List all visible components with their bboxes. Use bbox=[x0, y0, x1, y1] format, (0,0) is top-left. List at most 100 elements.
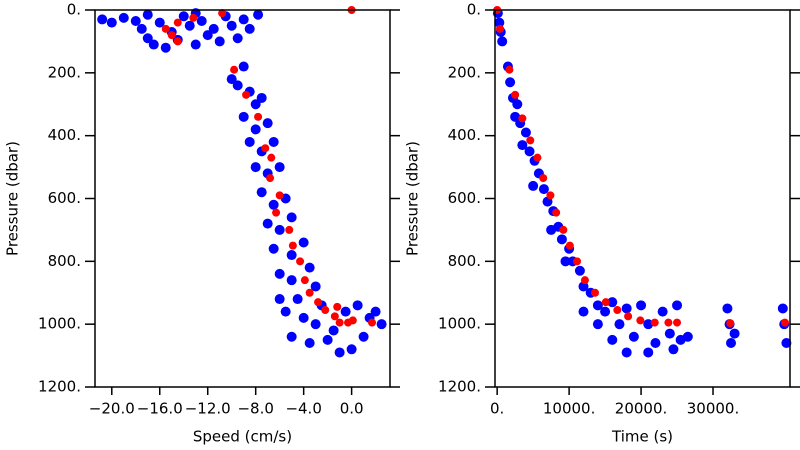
point bbox=[321, 306, 330, 315]
point bbox=[148, 39, 159, 50]
point bbox=[621, 347, 632, 358]
point bbox=[613, 306, 622, 315]
panel: 0. 200. 400. 600. 800. 1000. 1200. −20.0 −16.0 −1… bbox=[4, 1, 400, 446]
point bbox=[267, 153, 276, 162]
point bbox=[214, 36, 225, 47]
point bbox=[552, 208, 561, 217]
point bbox=[266, 174, 275, 183]
point bbox=[565, 241, 574, 250]
point bbox=[729, 328, 740, 339]
point bbox=[346, 344, 357, 355]
point bbox=[300, 276, 309, 285]
point bbox=[539, 174, 548, 183]
point bbox=[268, 199, 279, 210]
point bbox=[580, 276, 589, 285]
point bbox=[636, 316, 645, 325]
y-tick-label: 600. bbox=[48, 189, 81, 207]
y-tick-label: 1000. bbox=[438, 315, 481, 333]
panel: 0. 200. 400. 600. 800. 1000. 1200. 0. 10000. 2000… bbox=[404, 1, 800, 446]
x-tick-label: 20000. bbox=[615, 400, 668, 418]
plot-area bbox=[492, 6, 792, 358]
point bbox=[780, 318, 789, 327]
point bbox=[664, 328, 675, 339]
y-tick-label: 600. bbox=[448, 189, 481, 207]
point bbox=[261, 144, 270, 153]
point bbox=[650, 318, 659, 327]
point bbox=[226, 74, 237, 85]
point bbox=[636, 300, 647, 311]
point bbox=[288, 241, 297, 250]
y-tick-label: 1200. bbox=[438, 378, 481, 396]
point bbox=[136, 23, 147, 34]
point bbox=[230, 65, 239, 74]
point bbox=[226, 20, 237, 31]
y-axis-label: Pressure (dbar) bbox=[404, 141, 422, 256]
point bbox=[650, 338, 661, 349]
x-tick-label: −16.0 bbox=[137, 400, 183, 418]
point bbox=[268, 243, 279, 254]
point bbox=[208, 23, 219, 34]
point bbox=[368, 318, 377, 327]
point bbox=[600, 306, 611, 317]
point bbox=[614, 319, 625, 330]
point bbox=[274, 294, 285, 305]
point bbox=[244, 23, 255, 34]
point bbox=[330, 312, 339, 321]
point bbox=[298, 312, 309, 323]
point bbox=[286, 275, 297, 286]
point bbox=[524, 146, 535, 157]
point bbox=[643, 347, 654, 358]
point bbox=[518, 114, 527, 123]
point bbox=[280, 306, 291, 317]
point bbox=[274, 162, 285, 173]
x-tick-label: 10000. bbox=[543, 400, 596, 418]
point bbox=[559, 225, 568, 234]
point bbox=[546, 191, 555, 200]
point bbox=[106, 17, 117, 28]
y-tick-label: 200. bbox=[448, 63, 481, 81]
point bbox=[348, 316, 357, 325]
point bbox=[238, 14, 249, 25]
point bbox=[250, 162, 261, 173]
plot-frame bbox=[494, 9, 791, 388]
point bbox=[505, 65, 514, 74]
point bbox=[592, 319, 603, 330]
point bbox=[256, 187, 267, 198]
point bbox=[286, 212, 297, 223]
x-axis-label: Speed (cm/s) bbox=[193, 428, 292, 446]
point bbox=[272, 208, 281, 217]
point bbox=[560, 256, 571, 267]
point bbox=[781, 338, 792, 349]
point bbox=[322, 334, 333, 345]
point bbox=[520, 127, 531, 138]
point bbox=[657, 306, 668, 317]
x-tick-label: 0. bbox=[490, 400, 504, 418]
point bbox=[607, 334, 618, 345]
y-tick-label: 400. bbox=[48, 126, 81, 144]
point bbox=[184, 20, 195, 31]
point bbox=[167, 31, 176, 40]
point bbox=[285, 225, 294, 234]
x-tick-label: −20.0 bbox=[89, 400, 135, 418]
point bbox=[310, 319, 321, 330]
y-tick-label: 1200. bbox=[38, 378, 81, 396]
point bbox=[334, 347, 345, 358]
point bbox=[510, 111, 521, 122]
y-tick-label: 200. bbox=[48, 63, 81, 81]
point bbox=[286, 331, 297, 342]
point bbox=[517, 140, 528, 151]
point bbox=[726, 319, 735, 328]
point bbox=[591, 288, 600, 297]
point bbox=[340, 306, 351, 317]
plot-area bbox=[97, 6, 387, 358]
x-tick-label: −4.0 bbox=[285, 400, 321, 418]
point bbox=[298, 237, 309, 248]
point bbox=[250, 99, 261, 110]
point bbox=[160, 42, 171, 53]
point bbox=[494, 17, 505, 28]
x-tick-label: 0.0 bbox=[340, 400, 364, 418]
point bbox=[232, 80, 243, 91]
point bbox=[305, 288, 314, 297]
point bbox=[574, 265, 585, 276]
